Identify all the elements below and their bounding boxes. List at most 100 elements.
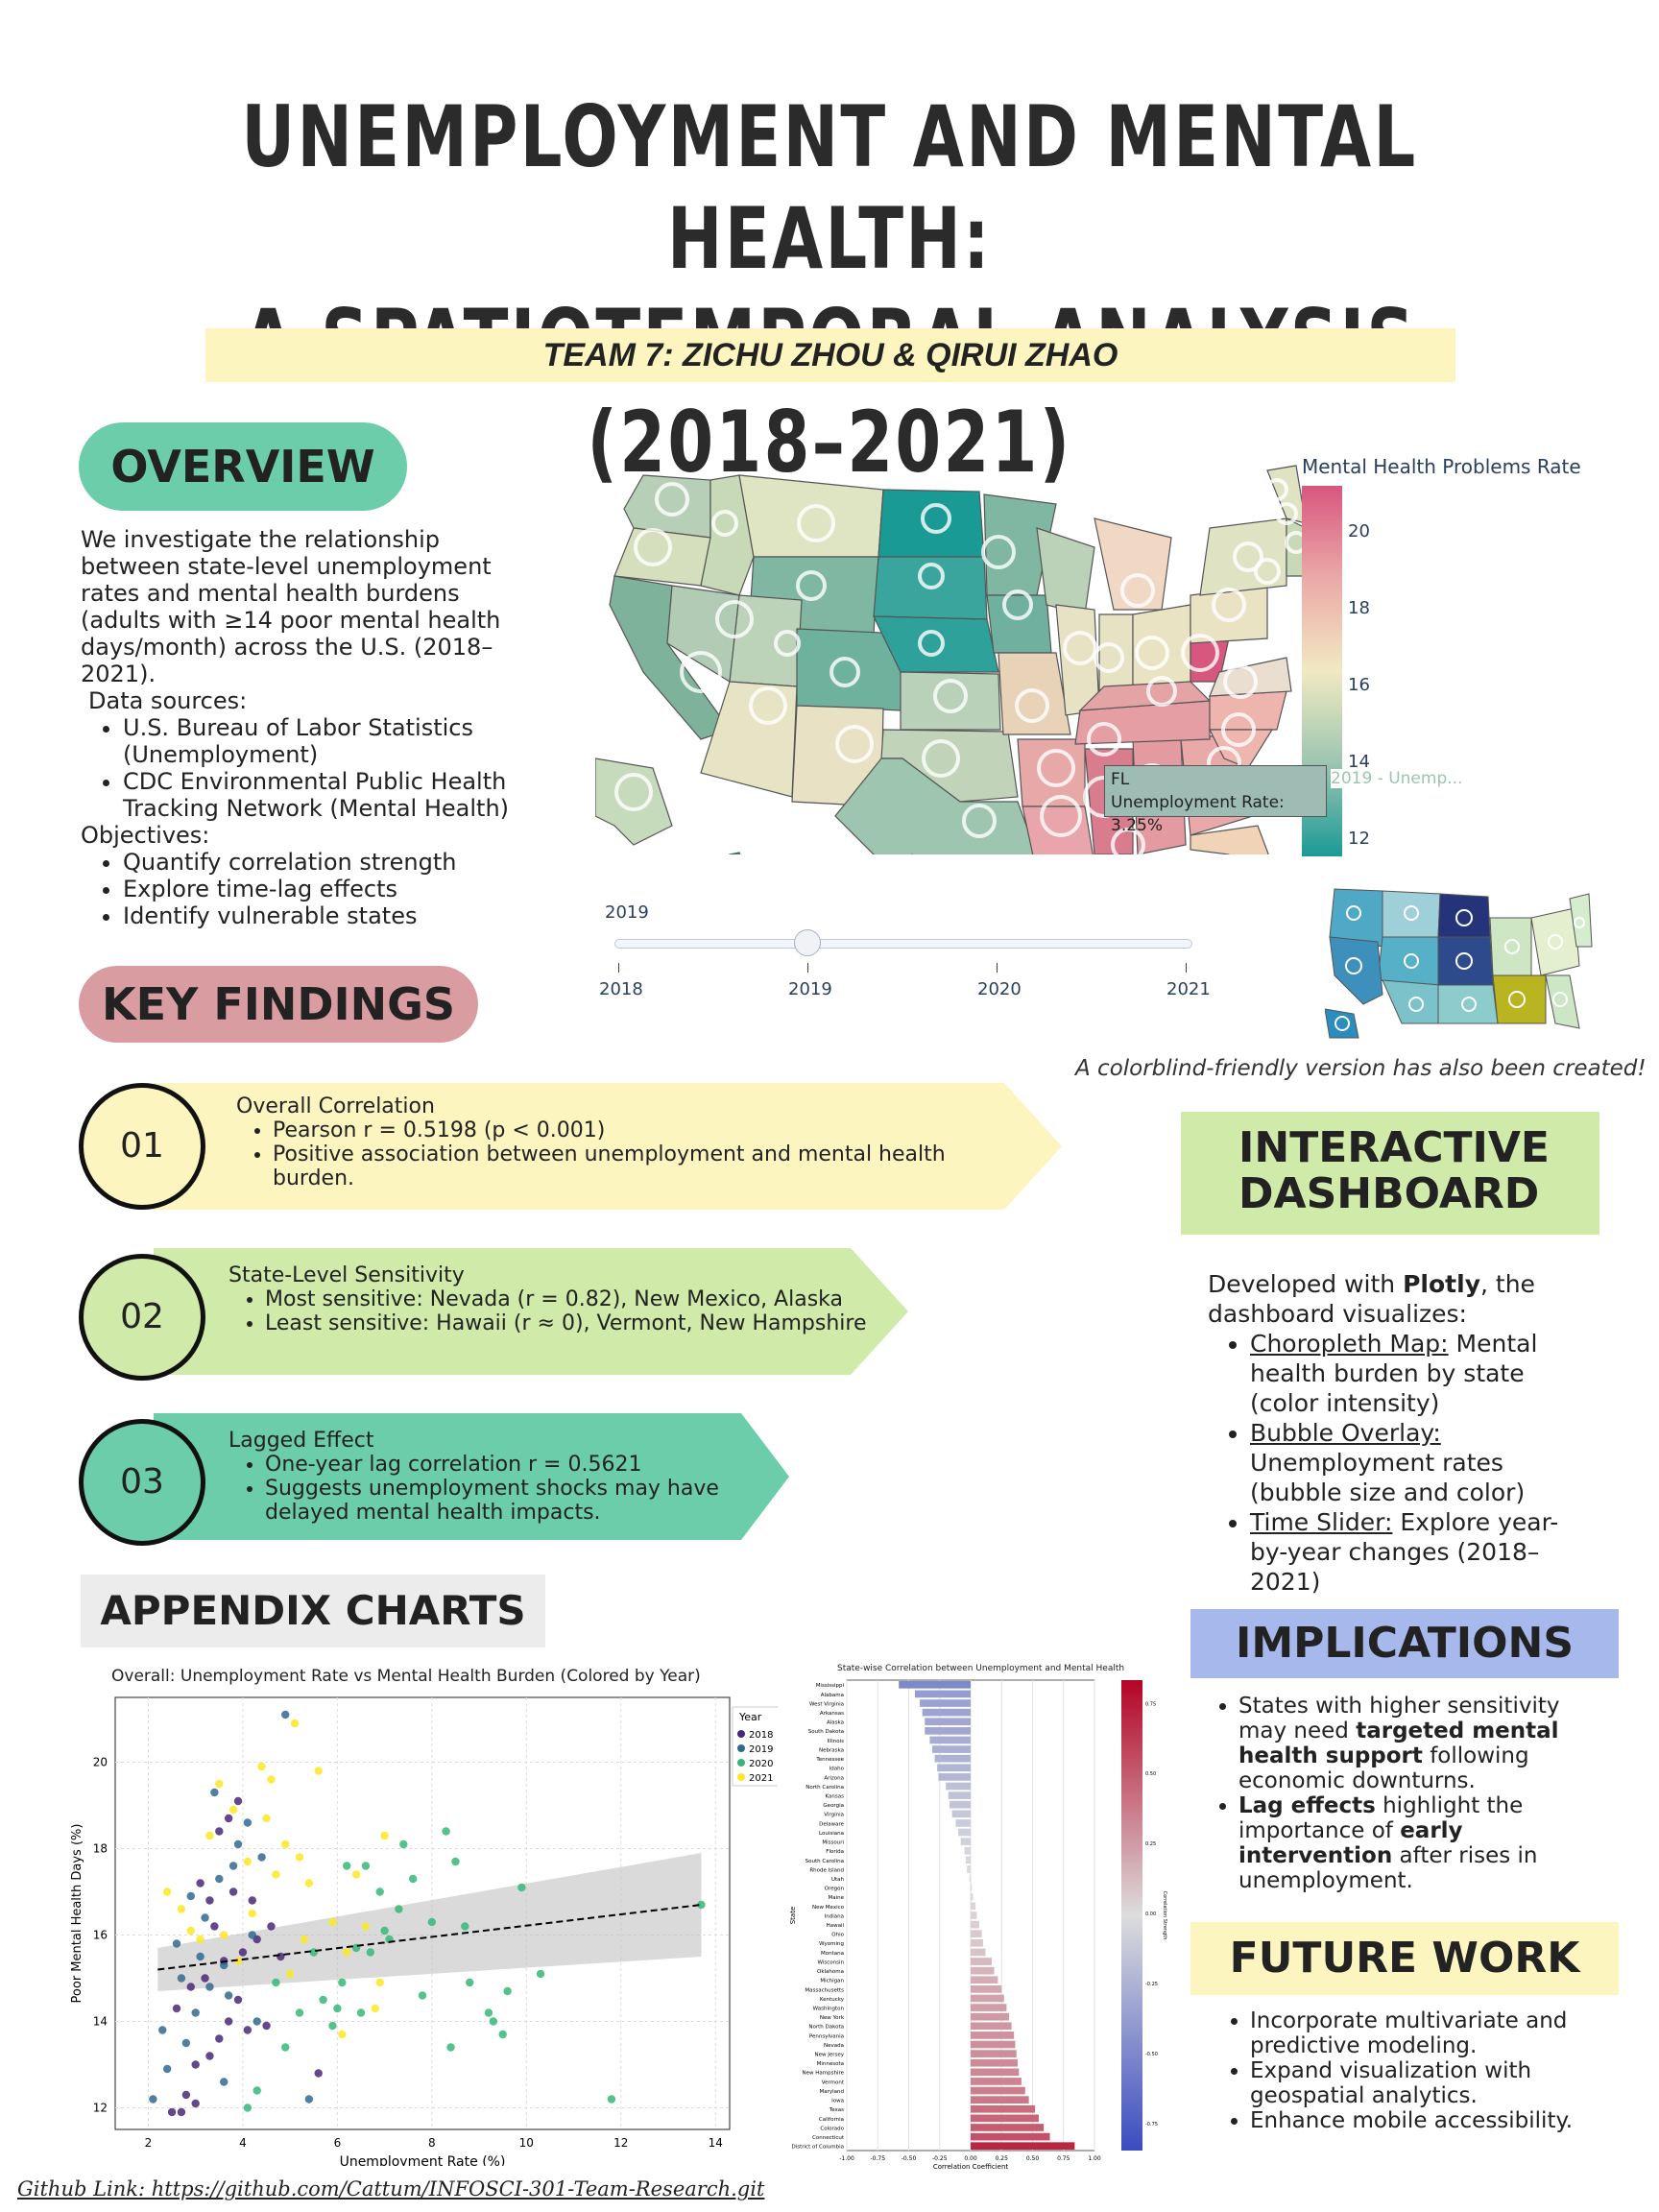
bubble [933,679,968,713]
scatter-point-2020 [252,2086,261,2095]
year-slider-track[interactable] [614,939,1192,949]
bubble [1212,588,1246,622]
scatter-point-2018 [205,2052,214,2060]
future-work-heading-box [1190,1922,1619,1995]
year-slider-handle[interactable] [794,929,821,956]
scatter-point-2018 [314,2069,323,2078]
bubble [634,528,672,566]
scatter-point-2020 [466,1978,474,1987]
key-findings-heading: KEY FINDINGS [79,966,478,1043]
legend-label: 2018 [749,1730,773,1741]
scatter-point-2020 [446,2043,455,2052]
bubble [1040,795,1082,837]
x-tick-label: 4 [239,2136,247,2150]
state-hawaii [729,852,741,854]
bar [951,1810,971,1818]
list-item: Bubble Overlay: Unemployment rates (bubb… [1250,1418,1592,1507]
state-label: Louisiana [819,1831,844,1837]
scatter-point-2021 [351,1870,361,1879]
state-label: West Virginia [809,1701,844,1707]
map-hover-tooltip: FL Unemployment Rate: 3.25% [1104,765,1327,835]
scatter-point-2018 [205,1896,214,1905]
text-span: highlight the importance of [1238,1793,1524,1843]
scatter-point-2020 [408,1874,418,1884]
state-label: Connecticut [812,2135,845,2141]
plotly-label: Plotly [1403,1270,1480,1298]
scatter-point-2018 [224,1814,233,1823]
legend-label: 2021 [749,1773,773,1784]
scatter-point-2018 [201,1974,209,1983]
github-link[interactable]: Github Link: https://github.com/Cattum/I… [17,2177,765,2200]
scatter-point-2020 [295,2008,304,2017]
scatter-point-2020 [489,2017,498,2026]
text-span: States with higher sensitivity may need [1238,1694,1560,1743]
bar [971,2040,1016,2049]
bubble [981,535,1016,569]
implications-heading: IMPLICATIONS [1235,1619,1575,1668]
scatter-point-2021 [196,1935,204,1944]
choropleth-map[interactable] [595,451,1306,854]
bar [971,1938,983,1947]
scatter-point-2018 [172,2004,181,2013]
scatter-point-2020 [503,1986,512,1996]
finding-1-text: Overall Correlation Pearson r = 0.5198 (… [236,1094,1023,1190]
state-virginia [1209,657,1292,697]
scatter-point-2020 [536,1969,545,1979]
state-label: Pennsylvania [809,2033,844,2039]
text-bold: targeted mental health support [1238,1719,1559,1768]
scatter-point-2019 [215,1874,224,1884]
scatter-point-2021 [338,2030,347,2039]
state-label: Georgia [823,1803,844,1809]
scatter-point-2020 [697,1900,706,1910]
state-label: Minnesota [817,2061,844,2067]
scatter-point-2020 [375,1887,384,1896]
scatter-point-2019 [205,1983,214,1991]
bubble [1087,722,1121,757]
scatter-point-2019 [257,1853,266,1862]
bar [967,1865,971,1873]
scatter-point-2021 [262,1814,271,1823]
scatter-point-2020 [243,2104,252,2112]
scatter-point-2020 [427,1917,437,1927]
x-tick-label: 12 [613,2136,628,2150]
finding-3-title: Lagged Effect [228,1429,374,1453]
bar [971,1976,998,1984]
scatter-point-2020 [319,1995,327,2005]
state-iowa [986,594,1052,654]
bar [971,1985,1002,1993]
bar [938,1773,971,1781]
bar [971,1994,1004,2003]
bubble [1120,573,1155,608]
state-label: Hawaii [827,1923,845,1929]
finding-1-number: 01 [79,1083,205,1210]
scatter-point-2019 [162,2064,172,2074]
slider-tick-mark [997,963,998,973]
scatter-point-2020 [380,1926,389,1936]
bar [925,1727,971,1735]
state-label: Ohio [831,1933,844,1938]
state-label: New Hampshire [802,2071,844,2077]
scatter-point-2018 [238,1948,248,1957]
colorbar [1121,1680,1142,2151]
state-label: Illinois [828,1739,845,1744]
state-label: Delaware [819,1821,845,1827]
scatter-point-2020 [517,1883,526,1892]
scatter-point-2019 [220,1960,228,1970]
scatter-point-2021 [285,1969,295,1979]
scatter-point-2021 [205,1831,214,1840]
bubble [680,651,722,693]
scatter-point-2019 [191,2008,200,2017]
list-item: States with higher sensitivity may need … [1238,1694,1582,1793]
scatter-chart: 2 4 6 8 10 12 14 12 14 16 18 20 Unemployment Rate (%… [70,1696,778,2166]
bubble [1111,828,1145,854]
scatter-point-2021 [248,1909,256,1918]
bubble [1221,712,1256,747]
bubble [1146,676,1177,707]
scatter-point-2021 [371,2004,379,2013]
slider-tick-mark [618,963,619,973]
scatter-point-2018 [262,2021,271,2031]
bubble-term: Bubble Overlay: [1250,1419,1441,1447]
state-missouri [998,652,1071,735]
scatter-point-2018 [210,1922,219,1931]
bar [958,1828,971,1837]
